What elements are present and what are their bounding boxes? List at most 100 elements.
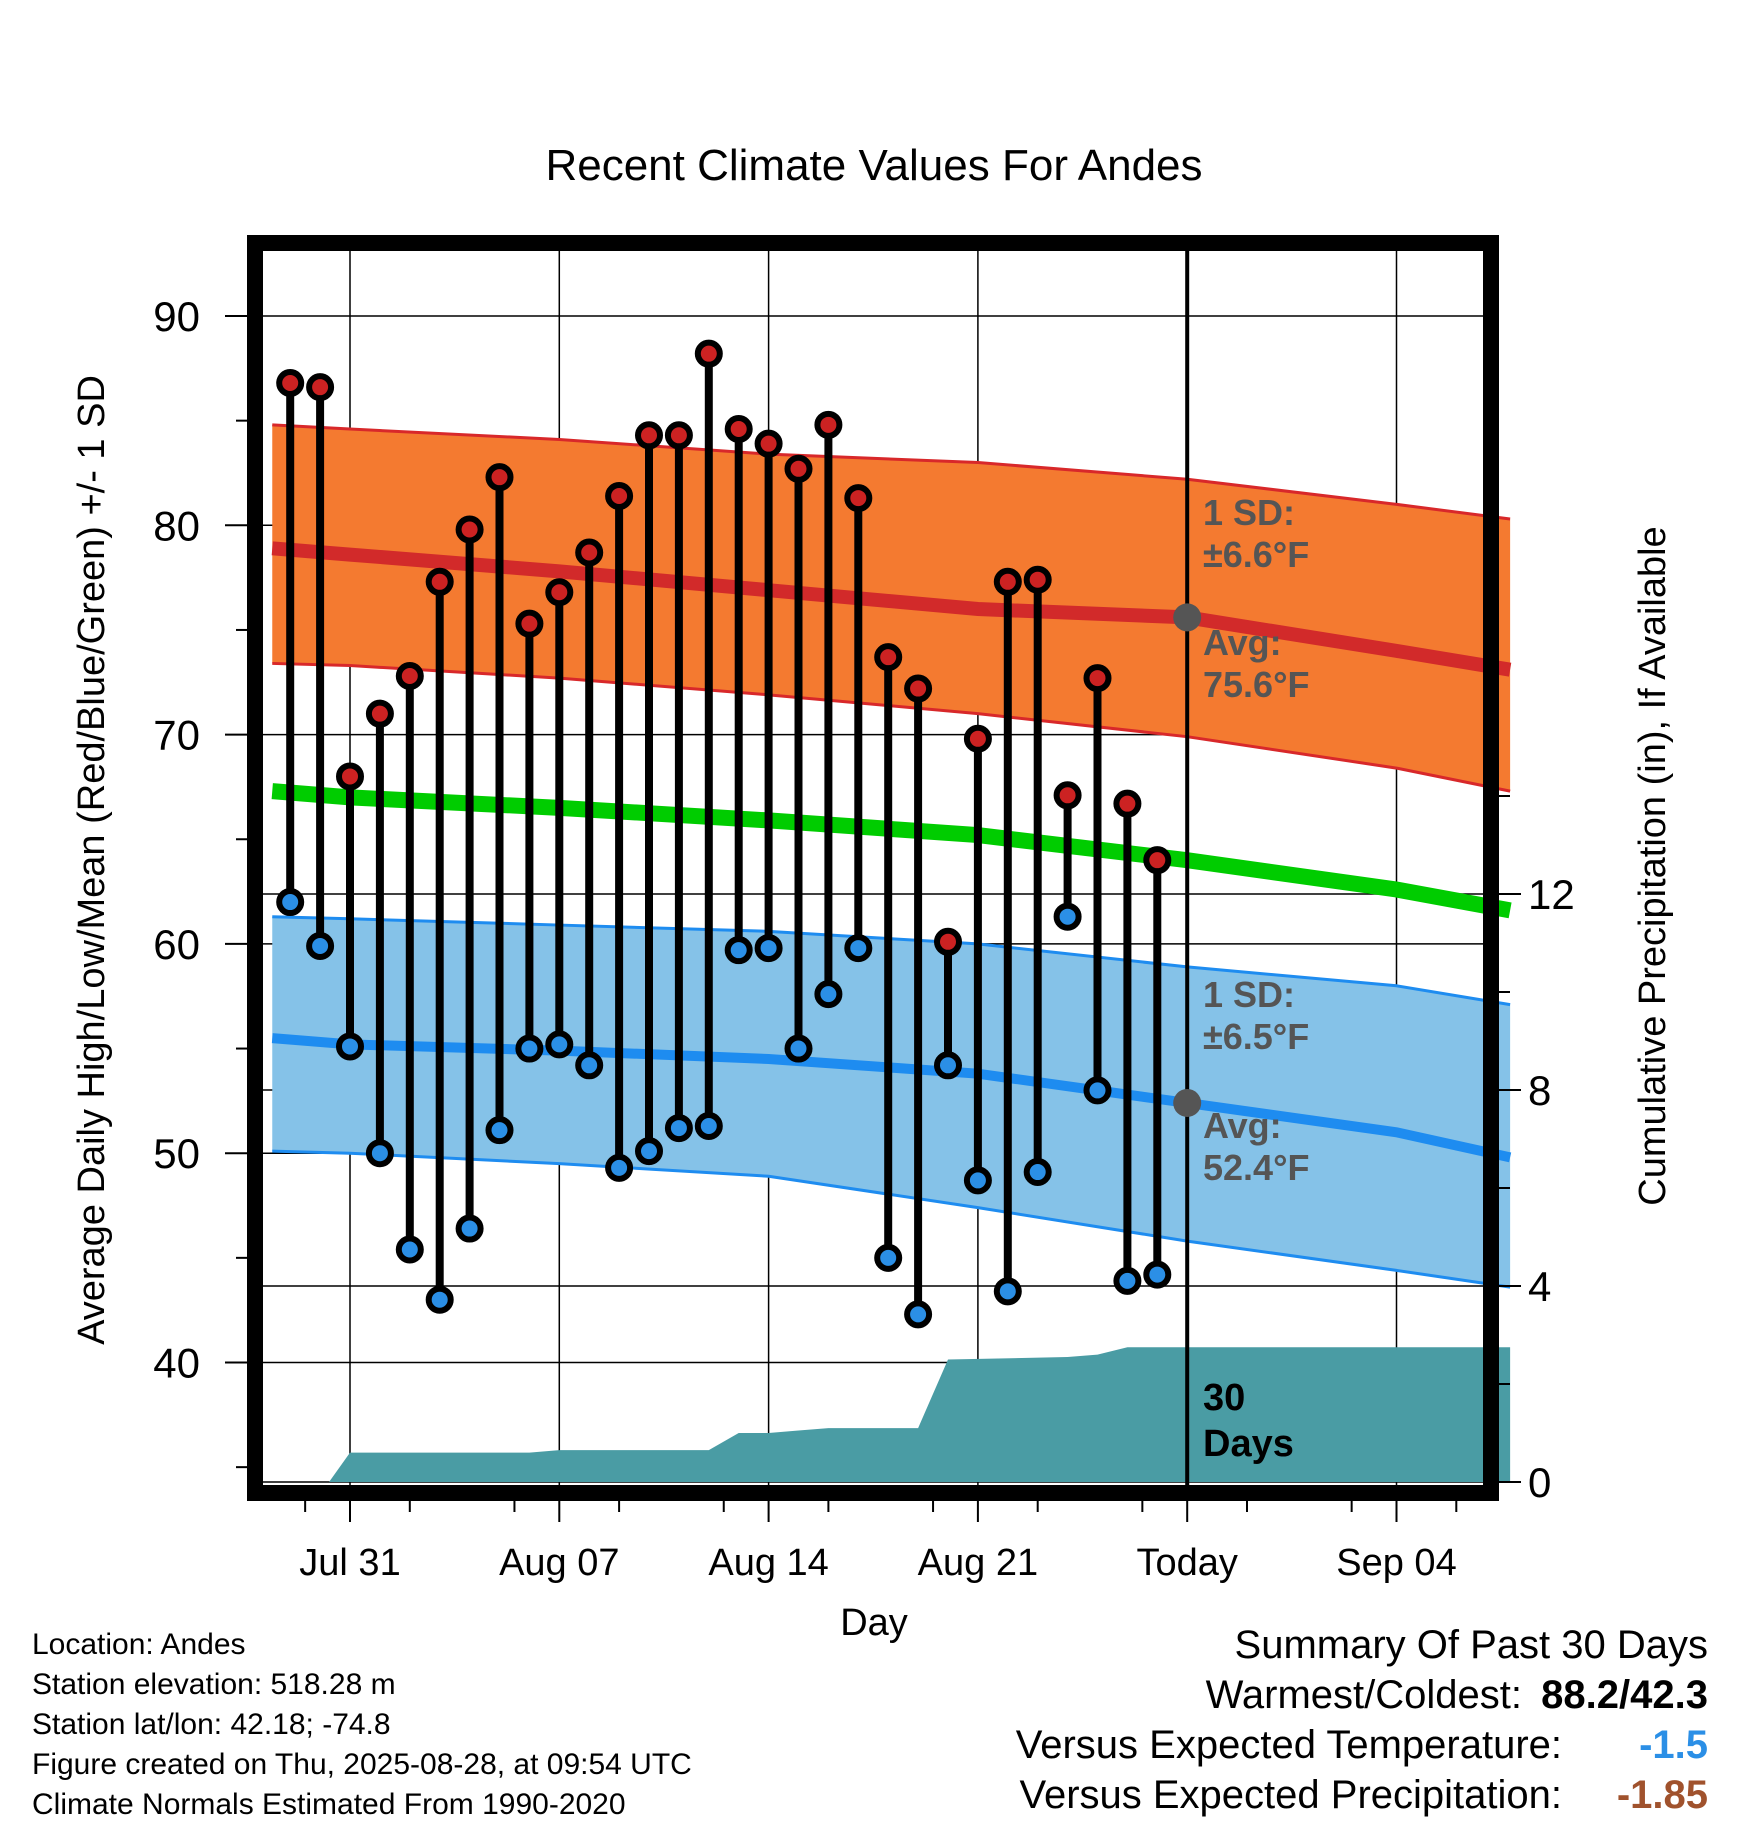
y-tick-label: 60: [153, 921, 200, 968]
low-sd-band-upper-edge: [272, 915, 1511, 1007]
band-annotation-text: 1 SD:: [1203, 492, 1295, 533]
low-temp-point: [1023, 1158, 1052, 1187]
precip-area: [272, 1347, 1511, 1482]
high-temp-point: [545, 578, 574, 607]
low-temp-point: [784, 1034, 813, 1063]
low-temp-point: [395, 1235, 424, 1264]
high-temp-point: [694, 339, 723, 368]
low-temp-point: [814, 980, 843, 1009]
y-axis-label: Average Daily High/Low/Mean (Red/Blue/Gr…: [71, 375, 113, 1345]
summary-precip: Versus Expected Precipitation: -1.85: [1016, 1770, 1708, 1820]
station-info: Location: Andes Station elevation: 518.2…: [32, 1625, 692, 1825]
high-temp-point: [784, 454, 813, 483]
precip-anomaly-label: Versus Expected Precipitation:: [1019, 1773, 1562, 1817]
y2-tick-label: 4: [1528, 1263, 1551, 1310]
x-tick-label: Aug 07: [499, 1542, 619, 1584]
today-low-normal-point: [1173, 1088, 1202, 1117]
high-temp-point: [754, 429, 783, 458]
high-temp-point: [844, 484, 873, 513]
high-temp-point: [306, 373, 335, 402]
y-tick-label: 50: [153, 1130, 200, 1177]
normals-text: Climate Normals Estimated From 1990-2020: [32, 1788, 626, 1821]
low-temp-point: [904, 1300, 933, 1329]
high-sd-band-upper-edge: [272, 423, 1511, 521]
low-temp-point: [874, 1243, 903, 1272]
high-temp-point: [1083, 664, 1112, 693]
high-temp-point: [1143, 846, 1172, 875]
high-temp-point: [365, 699, 394, 728]
summary-heading: Summary Of Past 30 Days: [1234, 1623, 1708, 1667]
low-temp-point: [724, 936, 753, 965]
plot-border: [247, 235, 1499, 1501]
summary-temp: Versus Expected Temperature: -1.5: [1016, 1720, 1708, 1770]
low-temp-point: [605, 1153, 634, 1182]
chart-title: Recent Climate Values For Andes: [545, 141, 1202, 190]
low-temp-point: [934, 1051, 962, 1080]
summary-panel: Summary Of Past 30 Days Warmest/Coldest:…: [1016, 1620, 1708, 1820]
x-tick-label: Sep 04: [1336, 1542, 1456, 1584]
low-temp-point: [306, 931, 335, 960]
daily-range-bars: [286, 353, 1162, 1315]
low-temp-point: [664, 1114, 693, 1143]
days-label: Days: [1203, 1423, 1294, 1465]
daily-points: [276, 339, 1172, 1329]
x-tick-label: Today: [1136, 1542, 1237, 1584]
created-text: Figure created on Thu, 2025-08-28, at 09…: [32, 1748, 692, 1781]
low-temp-point: [575, 1051, 604, 1080]
high-temp-point: [963, 724, 992, 753]
low-temp-point: [276, 888, 305, 917]
high-temp-point: [425, 567, 454, 596]
warm-cold-label: Warmest/Coldest:: [1205, 1673, 1522, 1717]
band-annotation-text: ±6.5°F: [1203, 1016, 1309, 1057]
low-temp-point: [963, 1166, 992, 1195]
high-temp-point: [904, 674, 933, 703]
y-tick-label: 70: [153, 712, 200, 759]
high-temp-point: [455, 515, 484, 544]
y2-tick-label: 0: [1528, 1459, 1551, 1506]
band-annotation-text: Avg:: [1203, 622, 1282, 663]
x-tick-label: Aug 14: [708, 1542, 828, 1584]
normal-lines: [271, 541, 1512, 1163]
low-temp-point: [336, 1032, 364, 1061]
high-temp-point: [575, 538, 604, 567]
plot-frame: [247, 235, 1499, 1501]
low-temp-point: [515, 1034, 544, 1063]
y-tick-label: 90: [153, 293, 200, 340]
x-axis-label: Day: [840, 1602, 908, 1644]
high-temp-point: [1053, 781, 1082, 810]
y2-tick-label: 8: [1528, 1067, 1551, 1114]
x-tick-label: Jul 31: [299, 1542, 400, 1584]
normal-high-line: [271, 541, 1512, 677]
high-temp-point: [336, 762, 364, 791]
high-temp-point: [1023, 565, 1052, 594]
axes: 40 50 60 70 80 90 0 4 8 12 Jul 31 Aug 07 Aug 14 Aug 2…: [153, 293, 1574, 1584]
warm-cold-value: 88.2/42.3: [1541, 1673, 1708, 1717]
summary-warm-cold: Warmest/Coldest: 88.2/42.3: [1016, 1670, 1708, 1720]
today-marker: [1173, 242, 1202, 1486]
high-temp-point: [605, 481, 634, 510]
low-temp-point: [635, 1137, 663, 1166]
band-annotation-text: 1 SD:: [1203, 974, 1295, 1015]
low-temp-point: [485, 1116, 514, 1145]
high-temp-point: [934, 927, 962, 956]
low-temp-point: [1113, 1266, 1142, 1295]
low-temp-point: [1083, 1076, 1112, 1105]
today-high-normal-point: [1173, 603, 1202, 632]
high-temp-point: [635, 421, 663, 450]
normal-low-line: [271, 1033, 1512, 1163]
high-temp-point: [664, 421, 693, 450]
band-annotation-text: Avg:: [1203, 1105, 1282, 1146]
high-sd-band-lower-edge: [272, 661, 1511, 793]
high-temp-point: [724, 415, 753, 444]
low-temp-point: [844, 934, 873, 963]
location-text: Location: Andes: [32, 1628, 246, 1661]
low-temp-point: [1053, 902, 1082, 931]
temp-anomaly-label: Versus Expected Temperature:: [1015, 1723, 1562, 1767]
x-tick-label: Aug 21: [918, 1542, 1038, 1584]
low-temp-point: [545, 1030, 574, 1059]
y2-tick-label: 12: [1528, 871, 1575, 918]
high-temp-point: [485, 463, 514, 492]
precipitation-area: [272, 1347, 1511, 1482]
